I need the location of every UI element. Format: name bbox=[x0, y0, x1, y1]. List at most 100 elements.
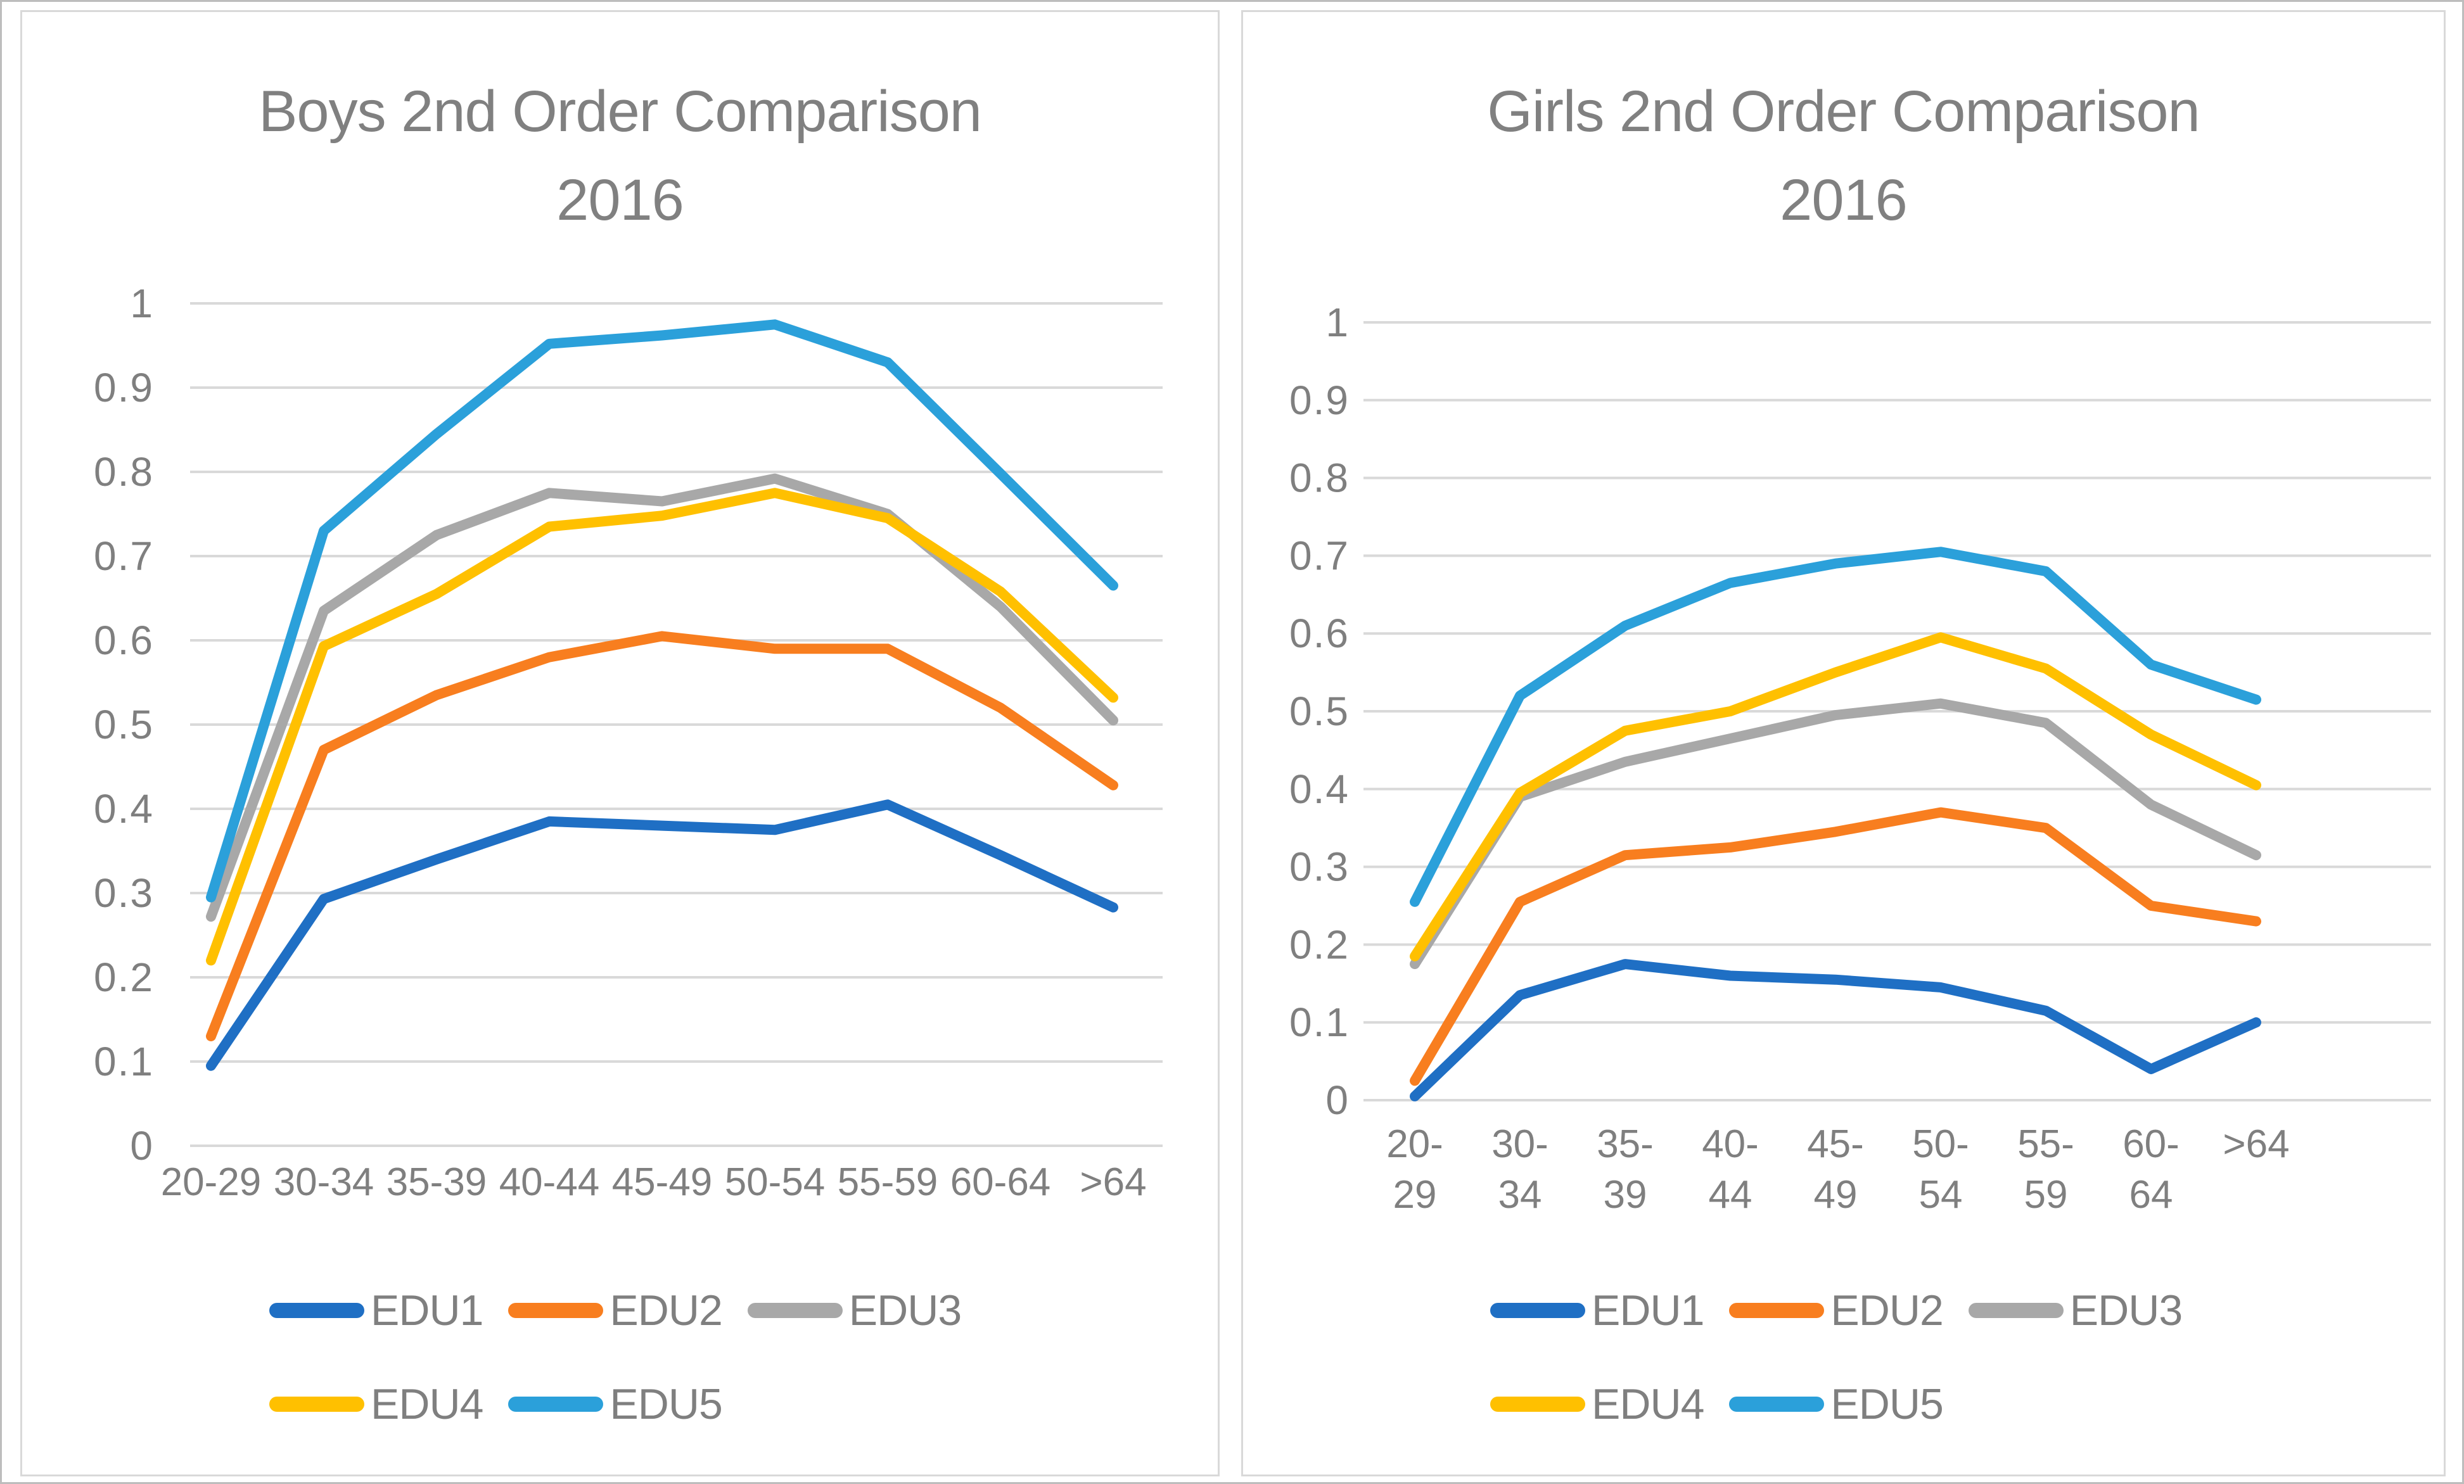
chart-title-girls: Girls 2nd Order Comparison 2016 bbox=[1303, 68, 2384, 245]
x-axis-tick-label: 64 bbox=[2129, 1173, 2173, 1217]
legend-label: EDU2 bbox=[610, 1286, 722, 1335]
chart-panel-girls: Girls 2nd Order Comparison 2016 1 0.9 0.8 0… bbox=[1241, 10, 2446, 1476]
x-axis-tick-label: >64 bbox=[1080, 1160, 1146, 1204]
x-axis-tick-label: 29 bbox=[1393, 1173, 1437, 1217]
series-line-EDU1 bbox=[1410, 959, 2261, 1101]
y-axis-tick-label: 0.8 bbox=[1289, 455, 1350, 501]
chart-title-boys: Boys 2nd Order Comparison 2016 bbox=[82, 68, 1158, 245]
y-axis-tick-label: 0.3 bbox=[94, 870, 154, 916]
legend-item-EDU2: EDU2 bbox=[1729, 1286, 1944, 1335]
chart-title-line1: Boys 2nd Order Comparison bbox=[259, 79, 982, 144]
chart-title-line2: 2016 bbox=[1780, 167, 1908, 232]
series-line-EDU3 bbox=[1410, 698, 2261, 970]
series-line-EDU1 bbox=[206, 799, 1118, 1071]
y-axis-tick-label: 0.2 bbox=[1289, 922, 1350, 967]
x-axis-tick-label: 30-34 bbox=[274, 1160, 374, 1204]
y-axis-tick-label: 0.1 bbox=[1289, 999, 1350, 1045]
x-axis-tick-label: 44 bbox=[1709, 1173, 1752, 1217]
x-axis-tick-label: 45-49 bbox=[612, 1160, 713, 1204]
legend-chip-EDU1 bbox=[269, 1303, 364, 1318]
legend-chip-EDU2 bbox=[1729, 1303, 1825, 1318]
y-axis-tick-label: 0.7 bbox=[1289, 533, 1350, 578]
y-axis-tick-label: 0.9 bbox=[1289, 377, 1350, 423]
series-line-EDU2 bbox=[206, 631, 1118, 1042]
y-axis-tick-label: 0 bbox=[1325, 1077, 1350, 1123]
legend-chip-EDU5 bbox=[508, 1397, 604, 1412]
chart-title-line1: Girls 2nd Order Comparison bbox=[1487, 79, 2200, 144]
y-axis-tick-label: 0.4 bbox=[1289, 766, 1350, 812]
y-axis-tick-label: 0.5 bbox=[94, 702, 154, 747]
x-axis-tick-label: 50- bbox=[1912, 1122, 1969, 1166]
legend-item-EDU5: EDU5 bbox=[508, 1379, 723, 1429]
y-axis-tick-label: 0.5 bbox=[1289, 688, 1350, 734]
y-axis-tick-label: 0.9 bbox=[94, 365, 154, 410]
legend-label: EDU2 bbox=[1830, 1286, 1943, 1335]
series-line-EDU5 bbox=[206, 319, 1118, 903]
legend-row: EDU4 EDU5 bbox=[1490, 1379, 1944, 1430]
x-axis-tick-label: 60-64 bbox=[950, 1160, 1051, 1204]
chart-title-line2: 2016 bbox=[556, 167, 684, 232]
legend-chip-EDU3 bbox=[1968, 1303, 2064, 1318]
legend-item-EDU4: EDU4 bbox=[1490, 1379, 1704, 1429]
x-axis-tick-label: 34 bbox=[1498, 1173, 1542, 1217]
legend-item-EDU2: EDU2 bbox=[508, 1286, 723, 1335]
x-axis-tick-label: 20-29 bbox=[161, 1160, 262, 1204]
legend-chip-EDU2 bbox=[508, 1303, 604, 1318]
y-axis-tick-label: 0.6 bbox=[94, 618, 154, 663]
legend-label: EDU3 bbox=[2069, 1286, 2183, 1335]
x-axis-tick-label: 55- bbox=[2017, 1122, 2074, 1166]
x-axis-tick-label: 30- bbox=[1491, 1122, 1548, 1166]
series-line-EDU4 bbox=[206, 488, 1118, 966]
legend-chip-EDU3 bbox=[747, 1303, 843, 1318]
legend-label: EDU5 bbox=[610, 1380, 722, 1428]
legend-item-EDU3: EDU3 bbox=[747, 1286, 962, 1335]
y-axis-tick-label: 0.1 bbox=[94, 1039, 154, 1084]
x-axis-tick-label: 35-39 bbox=[386, 1160, 487, 1204]
legend-label: EDU4 bbox=[1592, 1380, 1704, 1428]
legend-label: EDU3 bbox=[848, 1286, 962, 1335]
legend-item-EDU1: EDU1 bbox=[269, 1286, 483, 1335]
legend-chip-EDU4 bbox=[1490, 1397, 1585, 1412]
legend-chip-EDU5 bbox=[1729, 1397, 1825, 1412]
x-axis-tick-label: 60- bbox=[2122, 1122, 2180, 1166]
legend-row: EDU1 EDU2 EDU3 bbox=[1490, 1285, 2183, 1336]
y-axis-tick-label: 0 bbox=[130, 1123, 154, 1169]
series-line-EDU2 bbox=[1410, 807, 2261, 1086]
series-line-EDU4 bbox=[1410, 632, 2261, 961]
legend-item-EDU1: EDU1 bbox=[1490, 1286, 1704, 1335]
legend-label: EDU5 bbox=[1830, 1380, 1943, 1428]
plot-area-boys: 1 0.9 0.8 0.7 0.6 0.5 0.4 0.3 0.2 0.1 020-29 30-34 3… bbox=[94, 281, 1163, 1204]
legend-item-EDU4: EDU4 bbox=[269, 1379, 483, 1429]
x-axis-tick-label: 54 bbox=[1919, 1173, 1963, 1217]
x-axis-tick-label: 40-44 bbox=[499, 1160, 600, 1204]
y-axis-tick-label: 0.6 bbox=[1289, 611, 1350, 656]
legend-row: EDU4 EDU5 bbox=[269, 1379, 723, 1430]
series-line-EDU5 bbox=[1410, 547, 2261, 907]
x-axis-tick-label: 20- bbox=[1386, 1122, 1443, 1166]
y-axis-tick-label: 0.2 bbox=[94, 954, 154, 1000]
legend-label: EDU4 bbox=[371, 1380, 483, 1428]
x-axis-tick-label: 35- bbox=[1597, 1122, 1654, 1166]
legend-chip-EDU4 bbox=[269, 1397, 364, 1412]
legend-item-EDU3: EDU3 bbox=[1968, 1286, 2183, 1335]
y-axis-tick-label: 0.8 bbox=[94, 449, 154, 495]
legend-row: EDU1 EDU2 EDU3 bbox=[269, 1285, 962, 1336]
x-axis-tick-label: 59 bbox=[2024, 1173, 2068, 1217]
chart-panel-boys: Boys 2nd Order Comparison 2016 1 0.9 0.8 0.… bbox=[20, 10, 1220, 1476]
x-axis-tick-label: 39 bbox=[1604, 1173, 1647, 1217]
x-axis-tick-label: 50-54 bbox=[725, 1160, 826, 1204]
x-axis-tick-label: 45- bbox=[1807, 1122, 1864, 1166]
legend-item-EDU5: EDU5 bbox=[1729, 1379, 1944, 1429]
x-axis-tick-label: >64 bbox=[2223, 1122, 2289, 1166]
y-axis-tick-label: 1 bbox=[1325, 300, 1350, 345]
series-line-EDU3 bbox=[206, 473, 1118, 922]
y-axis-tick-label: 0.3 bbox=[1289, 844, 1350, 890]
legend-chip-EDU1 bbox=[1490, 1303, 1585, 1318]
y-axis-tick-label: 1 bbox=[130, 281, 154, 326]
x-axis-tick-label: 55-59 bbox=[838, 1160, 938, 1204]
y-axis-tick-label: 0.4 bbox=[94, 786, 154, 832]
x-axis-tick-label: 40- bbox=[1702, 1122, 1759, 1166]
legend-label: EDU1 bbox=[371, 1286, 483, 1335]
plot-area-girls: 1 0.9 0.8 0.7 0.6 0.5 0.4 0.3 0.2 0.1 0 20- 29 30- 34 3… bbox=[1289, 300, 2431, 1217]
